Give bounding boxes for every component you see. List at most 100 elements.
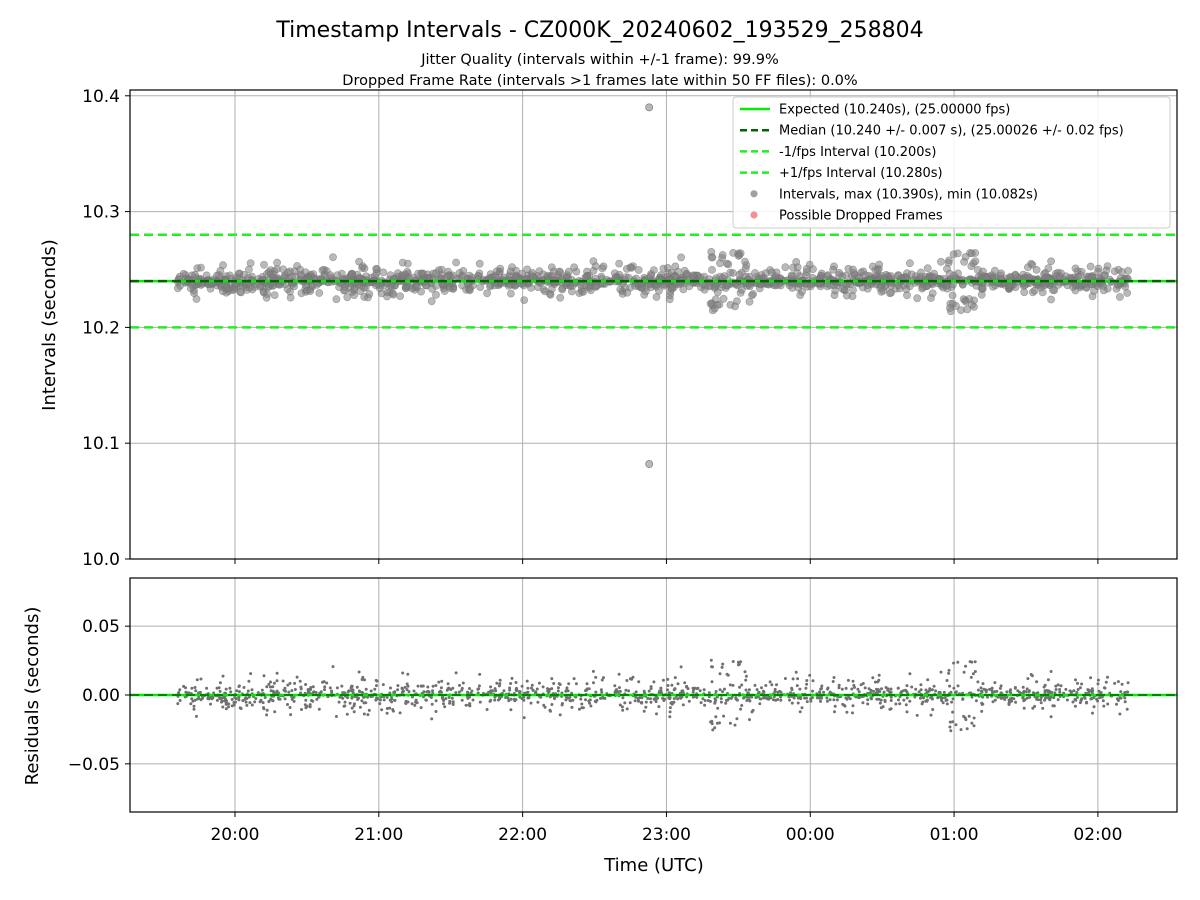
residual-point: [1092, 705, 1096, 709]
interval-point: [599, 262, 608, 271]
residual-point: [392, 691, 396, 694]
interval-point: [835, 268, 844, 277]
residual-point: [676, 682, 680, 686]
interval-point: [555, 267, 564, 276]
legend-entry-label: Expected (10.240s), (25.00000 fps): [779, 103, 1010, 118]
bottom-y-tick-label: −0.05: [68, 755, 120, 775]
residual-point: [227, 702, 231, 706]
residual-point: [759, 697, 763, 701]
residual-point: [1074, 678, 1077, 682]
residual-point: [321, 680, 324, 684]
residual-point: [967, 714, 971, 718]
residual-point: [1100, 695, 1104, 699]
residual-point: [535, 687, 539, 691]
residual-point: [715, 721, 719, 725]
residual-point: [720, 665, 724, 669]
residual-point: [249, 672, 253, 676]
interval-point: [953, 249, 962, 258]
residual-point: [485, 708, 489, 711]
residual-point: [476, 687, 480, 691]
residual-point: [413, 703, 417, 707]
residual-point: [623, 701, 627, 705]
residual-point: [976, 688, 980, 692]
residual-point: [796, 677, 800, 681]
residual-point: [253, 700, 257, 704]
residual-point: [1091, 689, 1095, 693]
legend-entry-label: Intervals, max (10.390s), min (10.082s): [779, 187, 1038, 202]
interval-point: [1086, 262, 1095, 271]
residual-point: [805, 700, 809, 704]
residual-point: [945, 679, 949, 682]
residual-point: [726, 673, 730, 677]
residual-point: [657, 691, 661, 695]
residual-point: [740, 683, 744, 687]
residual-point: [1065, 698, 1069, 702]
residual-point: [706, 699, 710, 702]
residual-point: [317, 707, 321, 711]
residual-point: [792, 696, 796, 700]
residual-point: [594, 675, 598, 679]
residual-point: [981, 695, 985, 699]
residual-point: [293, 681, 297, 685]
residual-point: [374, 698, 378, 702]
residual-point: [1078, 701, 1082, 705]
interval-point: [971, 257, 980, 266]
interval-point: [340, 286, 349, 295]
residual-point: [434, 684, 438, 687]
residual-point: [265, 713, 269, 717]
residual-point: [218, 689, 222, 693]
interval-point: [615, 259, 623, 268]
interval-point: [978, 284, 987, 293]
residual-point: [572, 677, 576, 681]
residual-point: [993, 698, 997, 702]
residual-point: [613, 684, 617, 688]
residual-point: [1126, 690, 1130, 694]
interval-point: [842, 271, 850, 280]
interval-point: [745, 297, 754, 306]
residual-point: [498, 678, 502, 682]
residual-point: [642, 709, 646, 713]
interval-point: [1047, 257, 1055, 266]
residual-point: [744, 678, 748, 682]
residual-point: [728, 683, 732, 687]
residual-point: [537, 681, 541, 685]
residual-point: [649, 700, 653, 704]
residual-point: [536, 700, 540, 704]
residual-point: [275, 679, 279, 683]
residual-point: [990, 686, 994, 690]
interval-point: [829, 265, 838, 274]
interval-point: [708, 253, 717, 262]
residual-point: [655, 712, 658, 716]
residual-point: [908, 672, 912, 676]
residual-point: [929, 713, 933, 717]
residual-point: [1007, 698, 1011, 702]
residual-point: [446, 682, 450, 686]
residual-point: [1021, 685, 1025, 689]
interval-point: [403, 259, 412, 268]
residual-point: [672, 697, 676, 701]
residual-point: [951, 697, 955, 701]
residual-point: [722, 714, 726, 718]
residual-point: [661, 678, 665, 682]
residual-point: [1095, 697, 1099, 701]
residual-point: [1075, 691, 1079, 694]
residual-point: [904, 703, 908, 707]
interval-point: [332, 295, 341, 304]
top-x-ticks: [234, 559, 1099, 564]
residual-point: [718, 672, 722, 676]
interval-point: [315, 289, 324, 297]
residual-point: [679, 696, 683, 700]
residual-point: [1119, 690, 1123, 694]
x-tick-label: 00:00: [786, 825, 835, 845]
residual-point: [831, 680, 835, 683]
residual-point: [748, 718, 751, 722]
residual-point: [600, 690, 604, 694]
residual-point: [1041, 706, 1045, 710]
interval-point: [735, 270, 744, 279]
interval-point: [1071, 264, 1080, 273]
residual-point: [471, 698, 475, 702]
residual-point: [193, 686, 197, 689]
residual-point: [979, 686, 983, 690]
residual-point: [1074, 698, 1078, 702]
interval-point: [427, 297, 436, 306]
